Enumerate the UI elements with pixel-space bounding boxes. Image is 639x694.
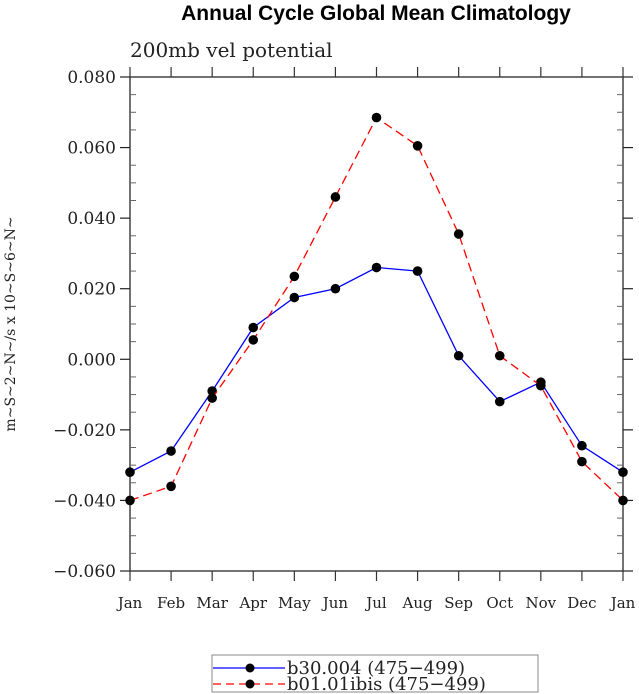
data-point — [371, 262, 382, 273]
data-point — [494, 396, 505, 407]
data-point — [289, 292, 300, 303]
y-tick-label: 0.020 — [67, 280, 116, 300]
y-tick-label: −0.040 — [53, 491, 116, 511]
data-point — [453, 350, 464, 361]
data-point — [330, 283, 341, 294]
chart-title: Annual Cycle Global Mean Climatology — [181, 2, 571, 25]
x-tick-label: Sep — [444, 594, 473, 612]
data-point — [166, 481, 176, 492]
data-point — [207, 393, 217, 403]
data-point — [412, 141, 423, 151]
plot-frame — [129, 76, 624, 572]
x-tick-label: May — [278, 594, 311, 612]
y-ticks: 0.080 0.060 0.040 0.020 0.000 −0.020 −0.040 −0.… — [53, 68, 633, 582]
x-tick-label: Mar — [196, 594, 228, 612]
data-point — [289, 271, 300, 282]
x-tick-label: Jan — [116, 594, 143, 612]
data-point — [412, 266, 423, 276]
x-tick-label: Aug — [402, 594, 433, 612]
chart-subtitle: 200mb vel potential — [130, 38, 333, 62]
legend-marker-0 — [245, 663, 255, 673]
y-tick-label: 0.080 — [67, 68, 116, 88]
y-axis-label: m~S~2~N~/s x 10~S~6~N~ — [3, 216, 19, 431]
data-point — [618, 495, 628, 506]
data-point — [166, 446, 176, 456]
data-point — [125, 495, 135, 506]
y-tick-label: 0.060 — [67, 139, 116, 159]
y-tick-label: −0.060 — [53, 562, 116, 582]
legend-label-0: b30.004 (475−499) — [287, 658, 465, 679]
legend: b30.004 (475−499) b01.01ibis (475−499) — [211, 654, 539, 694]
series-0 — [125, 262, 628, 478]
data-point — [371, 112, 382, 123]
data-point — [536, 380, 546, 391]
x-tick-label: Apr — [238, 594, 267, 612]
x-ticks: Jan Feb Mar Apr May Jun Jul Aug Sep Oct Nov Dec Jan — [116, 67, 636, 612]
x-tick-label: Oct — [486, 594, 513, 612]
x-tick-label: Jan — [609, 594, 636, 612]
legend-marker-1 — [245, 679, 255, 689]
x-tick-label: Nov — [526, 594, 557, 612]
legend-box — [211, 654, 539, 693]
data-point — [618, 467, 628, 478]
data-point — [453, 229, 464, 239]
axes — [129, 76, 624, 572]
x-tick-label: Jul — [364, 594, 387, 612]
y-tick-label: 0.040 — [67, 209, 116, 229]
data-point — [330, 192, 341, 202]
legend-label-1: b01.01ibis (475−499) — [287, 674, 486, 694]
y-tick-label: 0.000 — [67, 350, 116, 370]
data-point — [494, 350, 505, 361]
data-point — [248, 335, 259, 345]
legend-entry-1: b01.01ibis (475−499) — [213, 674, 486, 694]
data-point — [577, 440, 587, 451]
series-layer — [125, 112, 628, 506]
data-point — [207, 386, 217, 396]
data-point — [577, 456, 587, 467]
data-point — [248, 322, 259, 333]
series-line-1 — [129, 116, 624, 502]
series-line-0 — [129, 266, 624, 473]
y-tick-label: −0.020 — [53, 421, 116, 441]
x-tick-label: Feb — [157, 594, 185, 612]
x-tick-label: Dec — [567, 594, 596, 612]
legend-entry-0: b30.004 (475−499) — [213, 658, 465, 679]
x-tick-label: Jun — [321, 594, 349, 612]
series-1 — [125, 112, 628, 506]
data-point — [125, 467, 135, 478]
